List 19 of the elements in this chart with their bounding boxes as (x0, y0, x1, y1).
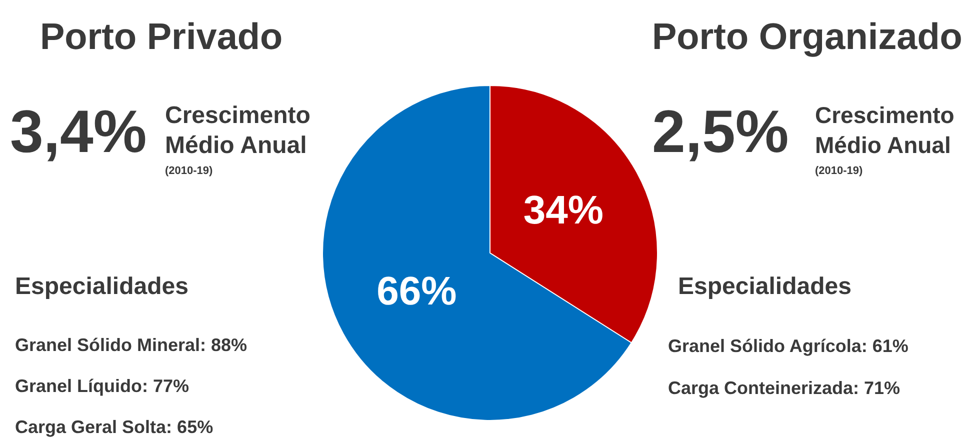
text: Carga Geral Solta: 65% (15, 417, 214, 437)
text: Granel Sólido Mineral: 88% (15, 335, 248, 355)
text: 2,5% (652, 98, 789, 165)
text: Crescimento (165, 102, 310, 129)
text: Especialidades (15, 273, 188, 300)
text: (2010-19) (815, 165, 863, 177)
text: Médio Anual (165, 132, 307, 159)
text: 3,4% (10, 98, 147, 165)
slice-label: Porto Privado (40, 16, 283, 57)
data-label: 66% (376, 269, 457, 314)
text: Médio Anual (815, 132, 951, 158)
text: Granel Líquido: 77% (15, 376, 190, 396)
text: Crescimento (815, 102, 954, 128)
text: (2010-19) (165, 165, 213, 177)
text: Carga Conteinerizada: 71% (668, 378, 900, 398)
text: Granel Sólido Agrícola: 61% (668, 336, 908, 356)
slice-label: Porto Organizado (652, 16, 962, 57)
text: Especialidades (678, 273, 852, 300)
data-label: 34% (523, 188, 604, 233)
